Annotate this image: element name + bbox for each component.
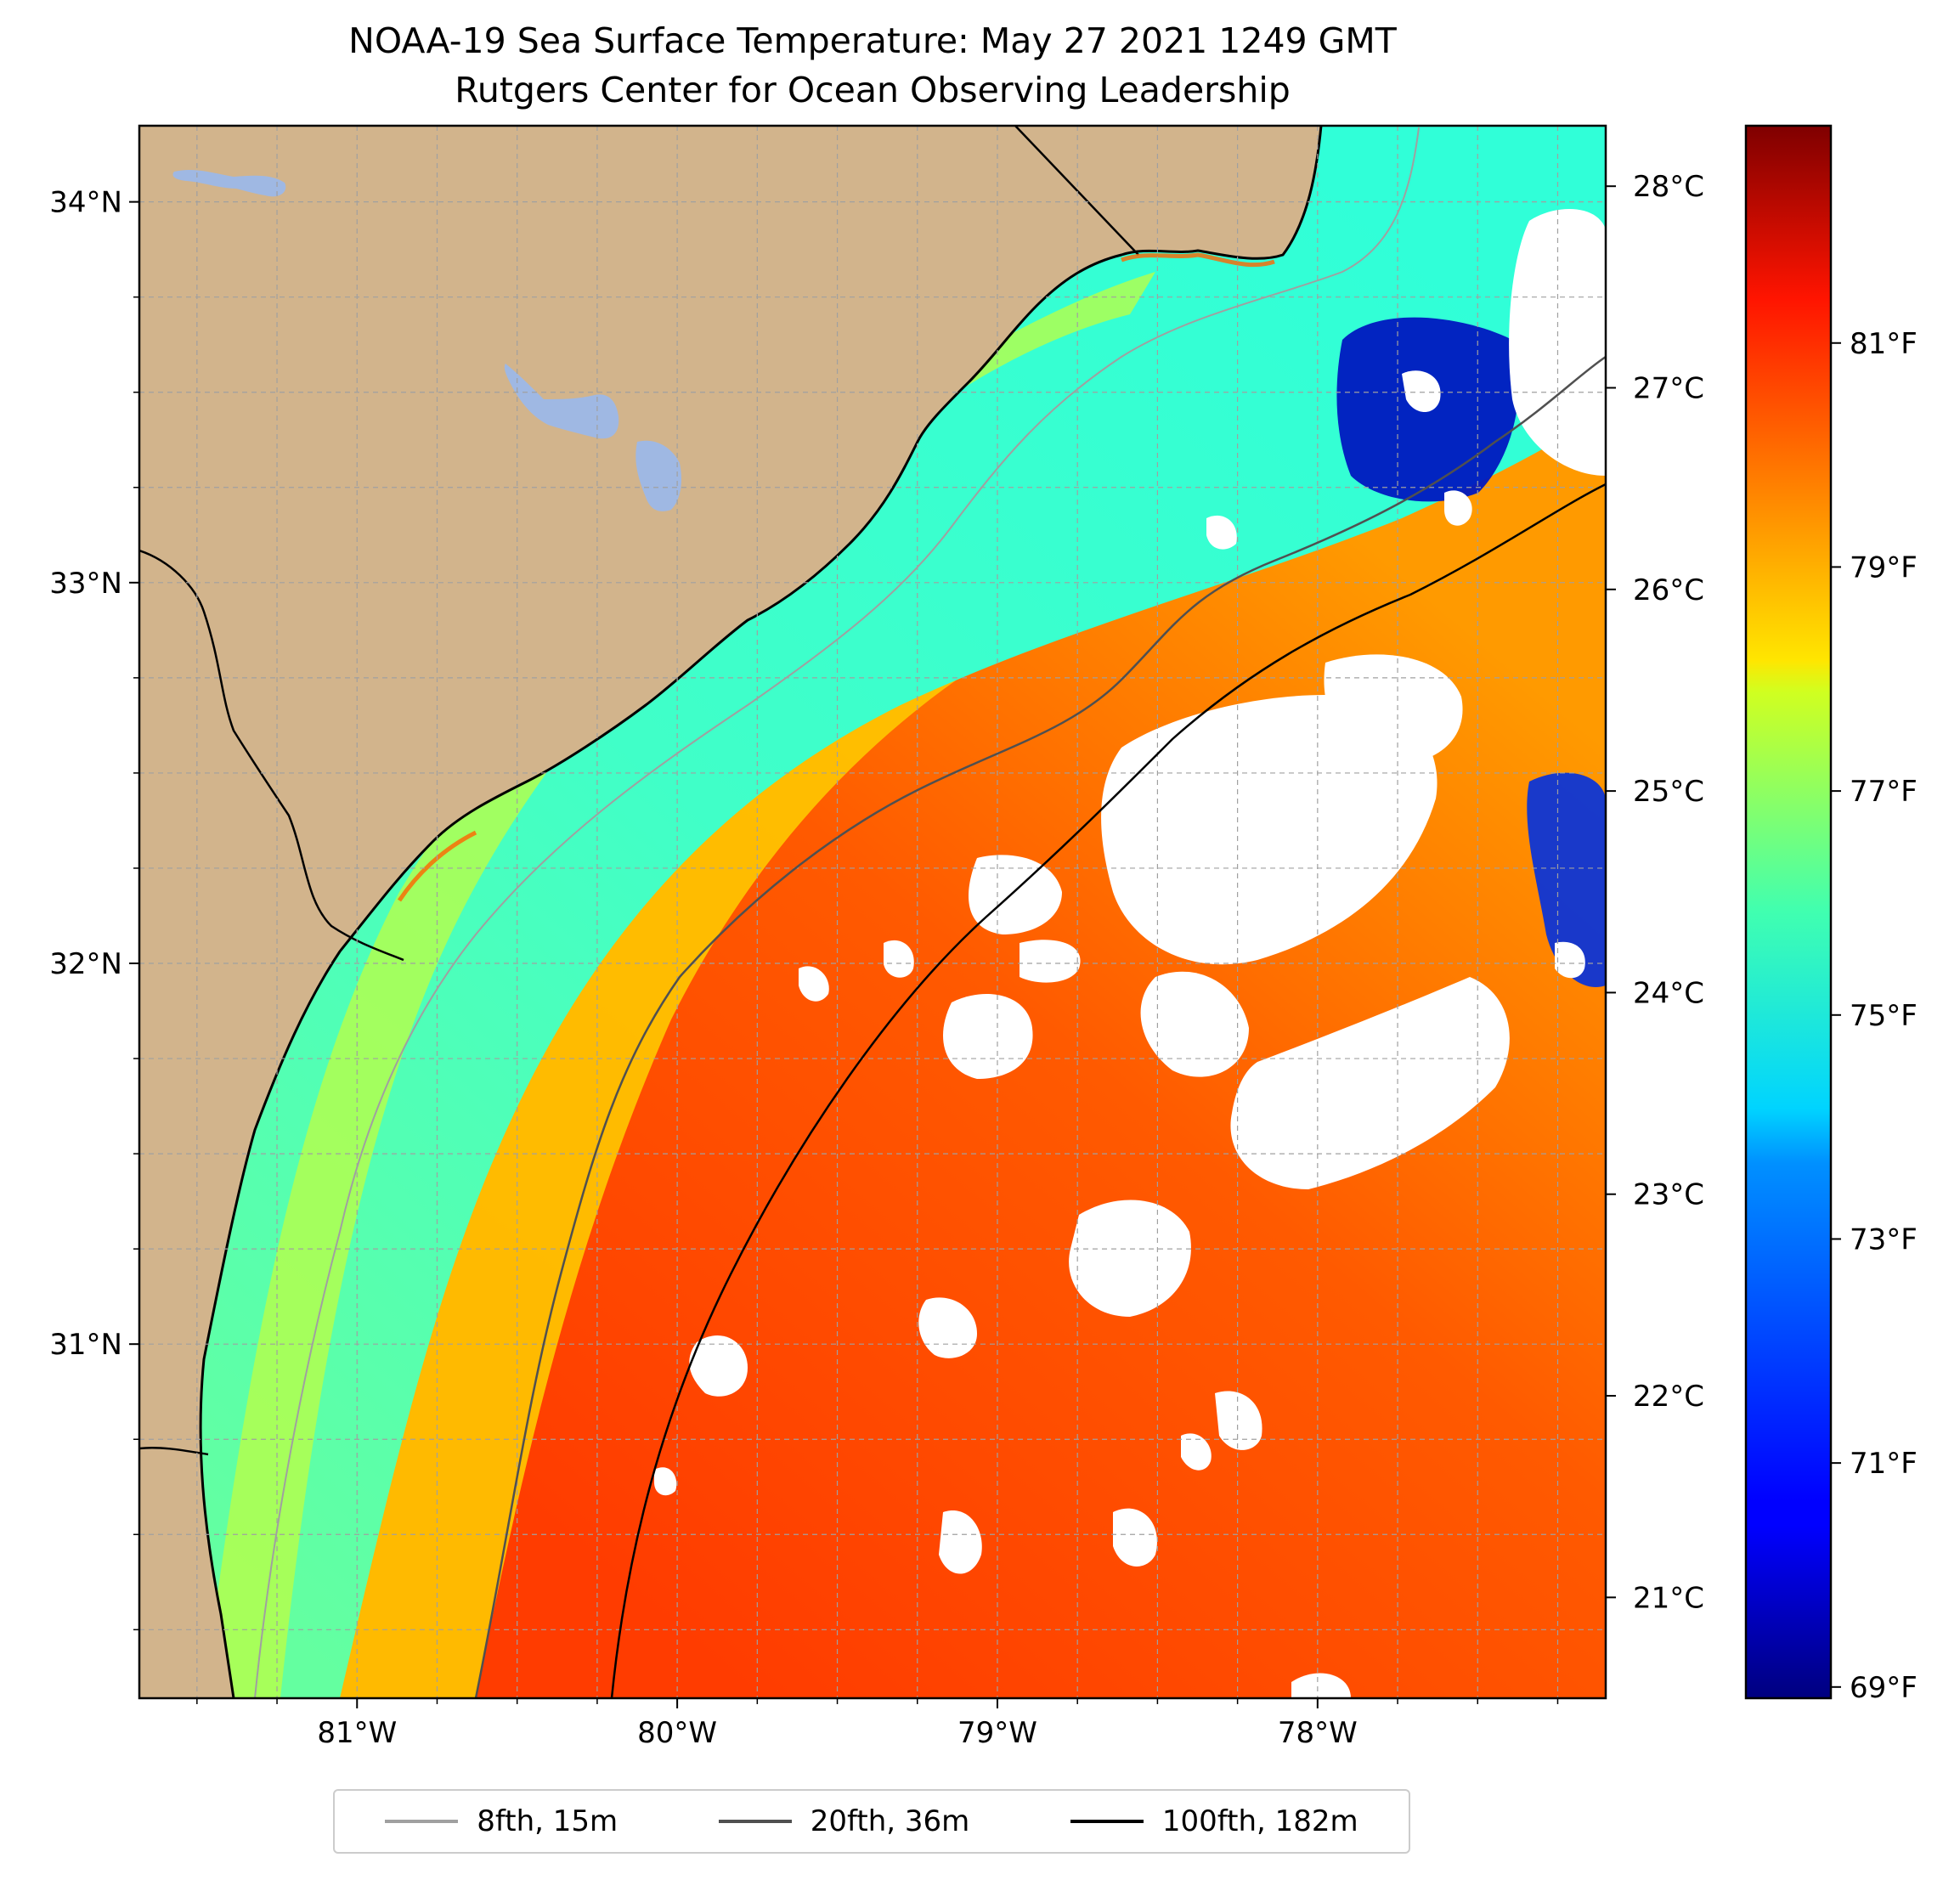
isobath-8fth [254,127,1420,1698]
legend-swatch-8fth [385,1820,459,1823]
legend-item-20fth: 20fth, 36m [718,1804,970,1838]
celsius-tick-label: 24°C [1633,976,1704,1010]
celsius-tick-label: 21°C [1633,1581,1704,1615]
gridlines [139,126,1606,1698]
lakes [172,169,681,511]
colorbar [1744,124,1833,1700]
legend-item-8fth: 8fth, 15m [385,1804,618,1838]
fahrenheit-tick-label: 79°F [1850,550,1918,584]
legend-label-8fth: 8fth, 15m [477,1804,619,1838]
nearshore-warm-fringe [397,252,1275,902]
map-area [139,126,1606,1698]
lat-tick-label: 33°N [49,567,122,601]
fahrenheit-tick-label: 73°F [1850,1222,1918,1256]
state-border-ga-fl [139,1446,209,1456]
celsius-tick-label: 26°C [1633,573,1704,607]
legend-label-20fth: 20fth, 36m [810,1804,970,1838]
colorbar-celsius-ticks: 28°C 27°C 26°C 25°C 24°C 23°C 22°C 21°C [1606,170,1704,1615]
lat-tick-label: 32°N [49,947,122,981]
fahrenheit-tick-label: 69°F [1850,1671,1918,1705]
fahrenheit-tick-label: 75°F [1850,999,1918,1033]
legend-swatch-100fth [1070,1820,1144,1823]
colorbar-fahrenheit-ticks: 81°F 79°F 77°F 75°F 73°F 71°F 69°F [1831,327,1918,1705]
celsius-tick-label: 23°C [1633,1178,1704,1212]
lat-tick-group: 34°N 33°N 32°N 31°N [49,186,139,1631]
fahrenheit-tick-label: 81°F [1850,327,1918,361]
lon-tick-group: 81°W 80°W 79°W 78°W [196,1698,1559,1750]
isobath-20fth [474,355,1606,1698]
cold-eddy-patch [1527,772,1606,987]
fahrenheit-tick-label: 71°F [1850,1447,1918,1481]
lon-tick-label: 78°W [1278,1716,1358,1750]
celsius-tick-label: 27°C [1633,372,1704,406]
legend-label-100fth: 100fth, 182m [1161,1804,1358,1838]
map-title: NOAA-19 Sea Surface Temperature: May 27 … [348,20,1397,61]
lon-tick-label: 80°W [637,1716,717,1750]
isobath-legend: 8fth, 15m 20fth, 36m 100fth, 182m [333,1789,1410,1854]
celsius-tick-label: 22°C [1633,1380,1704,1414]
legend-item-100fth: 100fth, 182m [1070,1804,1358,1838]
coastline [199,126,1323,1698]
state-border-sc-ga [139,549,404,962]
celsius-tick-label: 25°C [1633,775,1704,809]
legend-swatch-20fth [718,1820,792,1823]
map-subtitle: Rutgers Center for Ocean Observing Leade… [455,70,1291,110]
celsius-tick-label: 28°C [1633,170,1704,204]
map-frame [138,124,1607,1700]
lat-tick-label: 34°N [49,186,122,220]
land [139,126,1321,1698]
isobath-100fth [610,483,1606,1698]
lon-tick-label: 79°W [957,1716,1037,1750]
state-border-nc-sc [1014,126,1139,256]
nearshore-strip [204,272,1155,1698]
lon-tick-label: 81°W [317,1716,397,1750]
lat-tick-label: 31°N [49,1328,122,1362]
fahrenheit-tick-label: 77°F [1850,775,1918,809]
